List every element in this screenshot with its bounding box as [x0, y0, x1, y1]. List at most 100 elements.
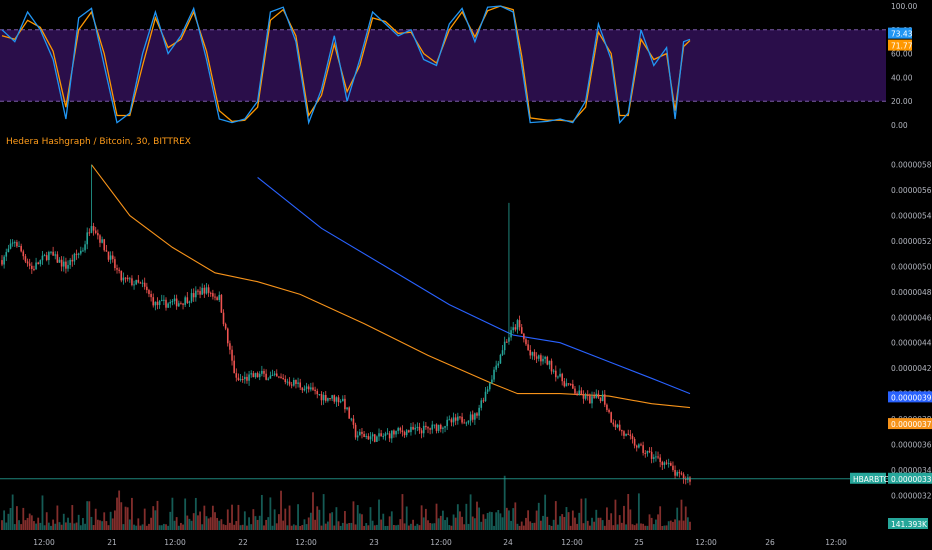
volume-bar: [684, 506, 687, 530]
candle-body: [678, 472, 681, 474]
price-badge: [888, 391, 932, 403]
candle-body: [625, 433, 627, 436]
candle-body: [16, 242, 18, 247]
candle-body: [105, 250, 108, 252]
volume-bar: [363, 525, 365, 530]
volume-bar: [111, 518, 114, 530]
candle-body: [224, 324, 227, 329]
candle-body: [97, 233, 99, 236]
candle-body: [124, 277, 127, 279]
candle-body: [67, 265, 69, 269]
candle-body: [416, 426, 419, 428]
candle-body: [186, 297, 189, 303]
candle-body: [582, 394, 585, 399]
volume-bar: [299, 525, 302, 530]
candle-body: [7, 248, 10, 253]
volume-bar: [454, 517, 457, 530]
volume-bar: [484, 518, 487, 530]
y-tick-label: 0.00000580: [891, 161, 932, 170]
candle-body: [222, 312, 225, 325]
candle-body: [280, 376, 282, 378]
volume-bar: [258, 515, 261, 530]
candle-body: [54, 254, 57, 256]
volume-bar: [56, 505, 59, 530]
candle-body: [537, 355, 540, 359]
volume-bar: [516, 523, 519, 530]
candle-body: [241, 379, 244, 381]
candle-body: [584, 394, 587, 399]
candle-body: [618, 424, 621, 431]
volume-bar: [648, 514, 651, 530]
volume-bar: [491, 512, 493, 530]
volume-bar: [28, 513, 31, 530]
volume-bar: [574, 517, 576, 530]
candle-body: [403, 432, 406, 436]
y-tick-label: 0.00000340: [891, 466, 932, 475]
volume-bar: [665, 525, 668, 530]
volume-bar: [260, 494, 263, 530]
volume-bar: [625, 524, 627, 530]
candle-body: [26, 261, 29, 264]
candle-body: [160, 299, 163, 301]
volume-bar: [167, 525, 170, 530]
volume-bar: [52, 519, 55, 530]
volume-bar: [199, 511, 201, 530]
volume-bar: [158, 525, 161, 530]
candle-body: [348, 407, 350, 419]
volume-bar: [194, 497, 197, 530]
volume-bar: [618, 515, 621, 530]
candle-body: [593, 396, 595, 398]
volume-bar: [188, 518, 191, 530]
volume-bar: [290, 525, 293, 530]
y-tick-label: 0.00000440: [891, 339, 932, 348]
candle-body: [3, 256, 5, 265]
candle-body: [201, 287, 204, 295]
volume-bar: [218, 520, 221, 530]
candle-body: [480, 400, 483, 408]
volume-bar: [412, 519, 414, 530]
volume-bar: [655, 519, 657, 530]
volume-bar: [192, 513, 195, 530]
volume-bar: [118, 490, 121, 530]
y-tick-label: 0.00000460: [891, 313, 932, 322]
stoch-tick-label: 60.00: [891, 50, 913, 59]
candle-body: [18, 245, 20, 247]
volume-bar: [518, 525, 521, 530]
candle-body: [425, 425, 427, 428]
candle-body: [220, 294, 223, 313]
volume-bar: [520, 521, 523, 530]
volume-bar: [5, 522, 8, 530]
volume-bar: [246, 525, 248, 530]
candle-body: [655, 456, 657, 458]
candle-body: [508, 337, 510, 342]
volume-bar: [672, 521, 674, 530]
volume-bar: [312, 492, 314, 530]
volume-bar: [584, 498, 587, 530]
candle-body: [288, 381, 291, 385]
volume-bar: [141, 524, 144, 530]
candle-body: [563, 381, 566, 387]
volume-bar: [156, 500, 159, 530]
volume-bar: [567, 512, 570, 530]
candle-body: [41, 255, 44, 261]
candle-body: [672, 465, 674, 470]
volume-bar: [284, 508, 287, 530]
candle-body: [271, 374, 274, 376]
volume-bar: [180, 522, 182, 530]
candle-body: [316, 391, 319, 395]
candle-body: [574, 388, 576, 394]
volume-bars: [1, 475, 691, 530]
candle-body: [327, 398, 329, 401]
volume-bar: [33, 521, 35, 530]
volume-bar: [229, 522, 231, 530]
candle-body: [235, 373, 238, 378]
candle-body: [175, 298, 178, 307]
candle-body: [303, 388, 306, 391]
volume-bar: [591, 517, 593, 530]
candle-body: [525, 339, 527, 345]
volume-bar: [307, 517, 310, 530]
volume-bar: [331, 512, 334, 530]
volume-bar: [565, 507, 568, 530]
candle-body: [273, 373, 276, 375]
volume-bar: [644, 525, 647, 530]
